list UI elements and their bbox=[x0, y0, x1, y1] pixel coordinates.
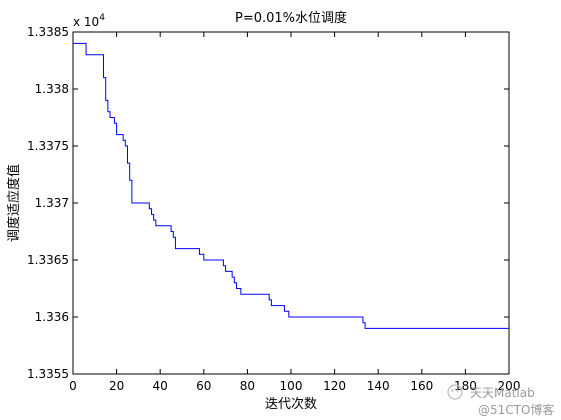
watermark-logo-eye-right bbox=[456, 389, 459, 392]
x-axis-title: 迭代次数 bbox=[265, 396, 317, 412]
y-tick-label: 1.336 bbox=[35, 310, 69, 324]
series-line-0 bbox=[73, 42, 509, 329]
x-tick-label: 20 bbox=[109, 379, 124, 393]
watermark-line-1: 天天Matlab bbox=[470, 386, 535, 400]
x-tick-label: 40 bbox=[153, 379, 168, 393]
y-tick-label: 1.3365 bbox=[27, 253, 69, 267]
y-exponent-base: x 10 bbox=[73, 15, 99, 29]
watermark: 天天Matlab @51CTO博客 bbox=[447, 384, 554, 417]
x-tick-label: 60 bbox=[196, 379, 211, 393]
y-tick-label: 1.3355 bbox=[27, 367, 69, 381]
x-tick-label: 140 bbox=[367, 379, 390, 393]
y-exponent-label: x 104 bbox=[73, 13, 105, 29]
x-tick-label: 120 bbox=[323, 379, 346, 393]
y-exponent-power: 4 bbox=[99, 13, 105, 23]
y-tick-label: 1.3375 bbox=[27, 139, 69, 153]
x-tick-label: 200 bbox=[498, 379, 521, 393]
watermark-logo-icon bbox=[447, 384, 463, 400]
watermark-line-2: @51CTO博客 bbox=[478, 402, 554, 417]
x-tick-label: 80 bbox=[240, 379, 255, 393]
axis-ticks: 0 20 40 60 80 100 120 140 160 180 200 1.3355 1.336 1.… bbox=[27, 25, 520, 393]
y-tick-label: 1.337 bbox=[35, 196, 69, 210]
y-tick-label: 1.338 bbox=[35, 82, 69, 96]
x-tick-label: 160 bbox=[410, 379, 433, 393]
chart-title: P=0.01%水位调度 bbox=[235, 10, 347, 26]
series-layer bbox=[73, 42, 509, 329]
y-axis-title: 调度适应度值 bbox=[6, 164, 22, 242]
y-tick-label: 1.3385 bbox=[27, 25, 69, 39]
x-tick-label: 0 bbox=[69, 379, 77, 393]
x-tick-label: 180 bbox=[454, 379, 477, 393]
watermark-logo-eye-left bbox=[451, 389, 454, 392]
x-tick-label: 100 bbox=[280, 379, 303, 393]
